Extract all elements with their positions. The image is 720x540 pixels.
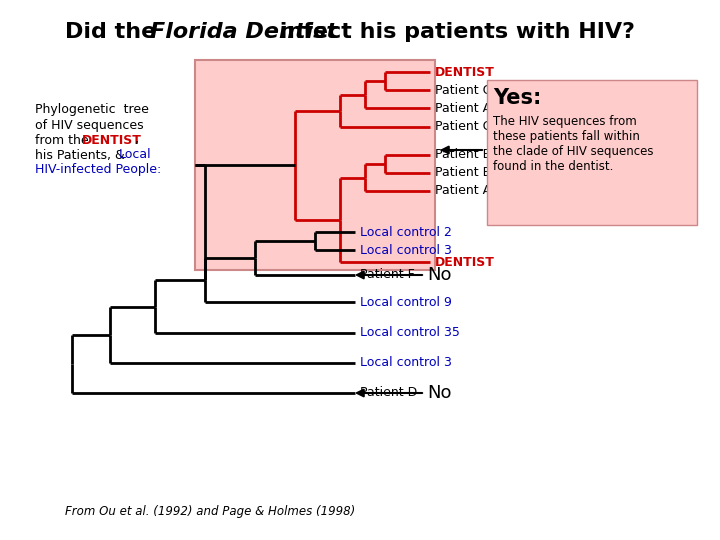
Bar <box>195 60 435 270</box>
Text: No: No <box>427 384 451 402</box>
Text: of HIV sequences: of HIV sequences <box>35 118 143 132</box>
Text: Patient A: Patient A <box>435 185 491 198</box>
Text: Local control 9: Local control 9 <box>360 295 452 308</box>
Text: Patient B: Patient B <box>435 148 491 161</box>
Text: Patient E: Patient E <box>435 166 490 179</box>
Text: DENTIST: DENTIST <box>435 255 495 268</box>
Text: Local control 35: Local control 35 <box>360 327 460 340</box>
Text: Did the: Did the <box>65 22 164 42</box>
Text: his Patients, &: his Patients, & <box>35 148 129 161</box>
Text: Patient F: Patient F <box>360 268 415 281</box>
Text: DENTIST: DENTIST <box>435 65 495 78</box>
Text: The HIV sequences from: The HIV sequences from <box>493 115 636 128</box>
Text: these patients fall within: these patients fall within <box>493 130 640 143</box>
Text: Local control 3: Local control 3 <box>360 244 452 256</box>
Bar <box>487 80 697 225</box>
Text: Local control 3: Local control 3 <box>360 356 452 369</box>
Text: infect his patients with HIV?: infect his patients with HIV? <box>272 22 635 42</box>
Text: DENTIST: DENTIST <box>82 133 142 146</box>
Text: Patient D: Patient D <box>360 387 418 400</box>
Text: found in the dentist.: found in the dentist. <box>493 160 613 173</box>
Text: Yes:: Yes: <box>493 88 541 108</box>
Text: Patient G: Patient G <box>435 120 492 133</box>
Text: No: No <box>427 266 451 284</box>
Text: Local control 2: Local control 2 <box>360 226 452 239</box>
Text: Florida Dentist: Florida Dentist <box>150 22 337 42</box>
Text: HIV-infected People:: HIV-infected People: <box>35 164 161 177</box>
Text: Phylogenetic  tree: Phylogenetic tree <box>35 104 149 117</box>
Text: From Ou et al. (1992) and Page & Holmes (1998): From Ou et al. (1992) and Page & Holmes … <box>65 505 355 518</box>
Text: Patient C: Patient C <box>435 84 491 97</box>
Text: the clade of HIV sequences: the clade of HIV sequences <box>493 145 654 158</box>
Text: Local: Local <box>119 148 152 161</box>
Text: Patient A: Patient A <box>435 102 491 114</box>
Text: ,: , <box>135 133 139 146</box>
Text: from the: from the <box>35 133 93 146</box>
